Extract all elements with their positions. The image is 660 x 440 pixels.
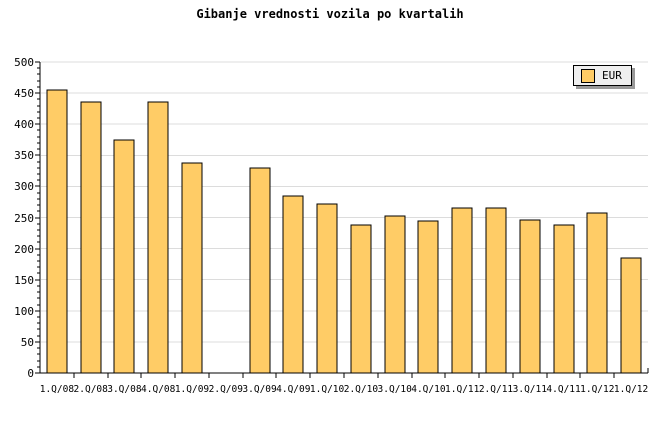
x-tick-label: 1.Q/12 — [614, 384, 648, 395]
y-tick-label: 250 — [14, 212, 34, 225]
bar — [113, 139, 135, 374]
x-tick-label: 3.Q/11 — [513, 384, 548, 395]
bar — [181, 162, 203, 374]
y-tick-label: 400 — [14, 118, 34, 131]
bar — [80, 101, 102, 374]
bar — [417, 220, 439, 374]
legend-label: EUR — [602, 68, 622, 82]
bar — [553, 224, 575, 374]
y-tick-label: 0 — [27, 367, 34, 380]
bar — [350, 224, 372, 374]
x-tick-label: 1.Q/08 — [40, 384, 75, 395]
bar — [147, 101, 169, 374]
bar — [384, 215, 406, 374]
bar — [316, 203, 338, 374]
bar — [620, 257, 642, 374]
x-tick-label: 3.Q/08 — [107, 384, 142, 395]
legend: EUR — [573, 65, 632, 86]
bar — [46, 89, 68, 374]
bar — [282, 195, 304, 374]
chart-title: Gibanje vrednosti vozila po kvartalih — [196, 7, 464, 21]
legend-swatch-icon — [581, 68, 595, 83]
x-tick-label: 4.Q/09 — [276, 384, 311, 395]
y-tick-label: 150 — [14, 274, 34, 287]
y-tick-label: 500 — [14, 56, 34, 69]
bar — [451, 207, 473, 374]
x-tick-label: 1.Q/09 — [175, 384, 210, 395]
bar — [519, 219, 541, 374]
x-tick-label: 1.Q/10 — [310, 384, 345, 395]
x-tick-label: 4.Q/10 — [411, 384, 446, 395]
y-tick-label: 450 — [14, 87, 34, 100]
x-tick-label: 1.Q/11 — [445, 384, 480, 395]
x-tick-label: 2.Q/08 — [74, 384, 109, 395]
x-tick-label: 2.Q/09 — [209, 384, 244, 395]
x-tick-label: 3.Q/10 — [378, 384, 413, 395]
x-tick-label: 2.Q/11 — [479, 384, 514, 395]
bar — [586, 212, 608, 374]
y-tick-label: 100 — [14, 305, 34, 318]
y-tick-label: 200 — [14, 243, 34, 256]
x-tick-label: 4.Q/08 — [141, 384, 176, 395]
x-tick-label: 3.Q/09 — [242, 384, 277, 395]
x-tick-label: 1.Q/12 — [580, 384, 614, 395]
bar — [485, 207, 507, 374]
y-tick-label: 350 — [14, 149, 34, 162]
x-tick-label: 4.Q/11 — [546, 384, 581, 395]
x-tick-label: 2.Q/10 — [344, 384, 379, 395]
y-tick-label: 300 — [14, 180, 34, 193]
bar — [249, 167, 271, 374]
y-tick-label: 50 — [21, 336, 34, 349]
